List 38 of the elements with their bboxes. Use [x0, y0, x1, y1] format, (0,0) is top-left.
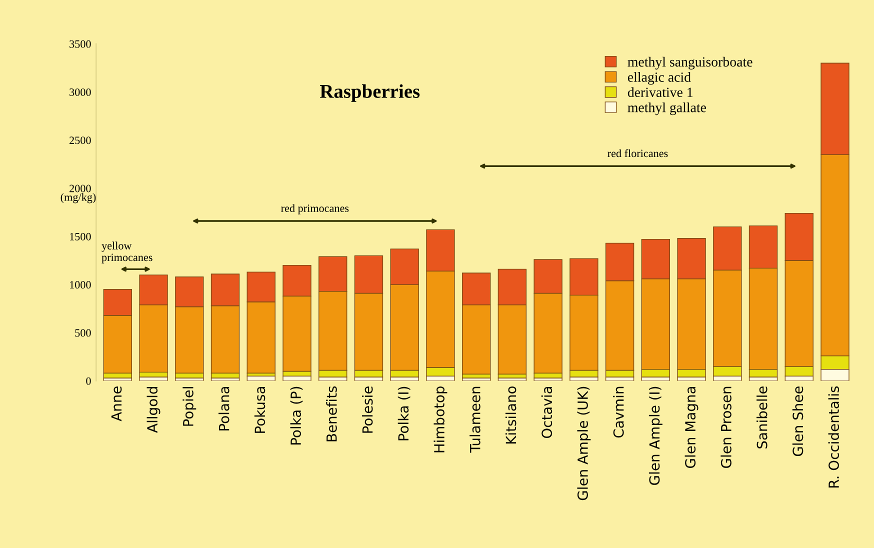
y-tick-label: 1500 — [70, 232, 91, 240]
x-tick-label: Glen Ample (UK) — [577, 386, 591, 500]
x-tick-label: Glen Prosen — [720, 386, 732, 468]
x-tick-label: Octavia — [541, 386, 552, 438]
y-tick-label: 2500 — [70, 136, 91, 144]
y-tick-label: 1000 — [70, 281, 91, 289]
x-tick-label: Polana — [218, 386, 230, 430]
x-tick-label: Cavmin — [613, 386, 624, 438]
x-tick-label: Tulameen — [470, 386, 480, 453]
y-tick-label: 0 — [86, 377, 91, 385]
x-tick-label: Polka (I) — [398, 386, 410, 440]
x-tick-label: Polesie — [362, 386, 373, 433]
x-tick-label: Benefits — [326, 386, 337, 442]
y-tick-label: 3500 — [70, 40, 91, 48]
annotation: red primocanes — [281, 204, 349, 214]
x-tick-label: Popiel — [182, 387, 196, 426]
y-tick-label: 500 — [75, 329, 91, 337]
x-tick-label: Kitsilano — [505, 386, 516, 444]
legend-label: methyl sanguisorboate — [628, 56, 752, 70]
legend-label: ellagic acid — [628, 72, 691, 85]
x-tick-label: Glen Ample (I) — [648, 386, 662, 485]
y-axis-title: (mg/kg) — [60, 193, 96, 204]
x-tick-label: Sanibelle — [756, 386, 768, 448]
annotation: red floricanes — [608, 149, 668, 158]
annotation: yellow primocanes — [102, 242, 152, 264]
x-tick-label: R. Occidentalis — [828, 386, 840, 488]
legend-label: derivative 1 — [628, 87, 693, 98]
x-tick-label: Pokusa — [254, 386, 266, 433]
y-tick-label: 2000 — [70, 184, 91, 192]
x-tick-label: Polka (P) — [290, 386, 303, 445]
text: Raspberries — [320, 84, 420, 102]
x-tick-label: Glen Shee — [792, 386, 804, 456]
legend-label: methyl gallate — [628, 102, 706, 116]
x-tick-label: Himbotop — [434, 386, 448, 452]
x-tick-label: Glen Magna — [684, 386, 698, 468]
x-tick-label: Anne — [111, 386, 122, 422]
x-tick-label: Allgold — [146, 386, 160, 433]
y-tick-label: 3000 — [70, 88, 91, 96]
